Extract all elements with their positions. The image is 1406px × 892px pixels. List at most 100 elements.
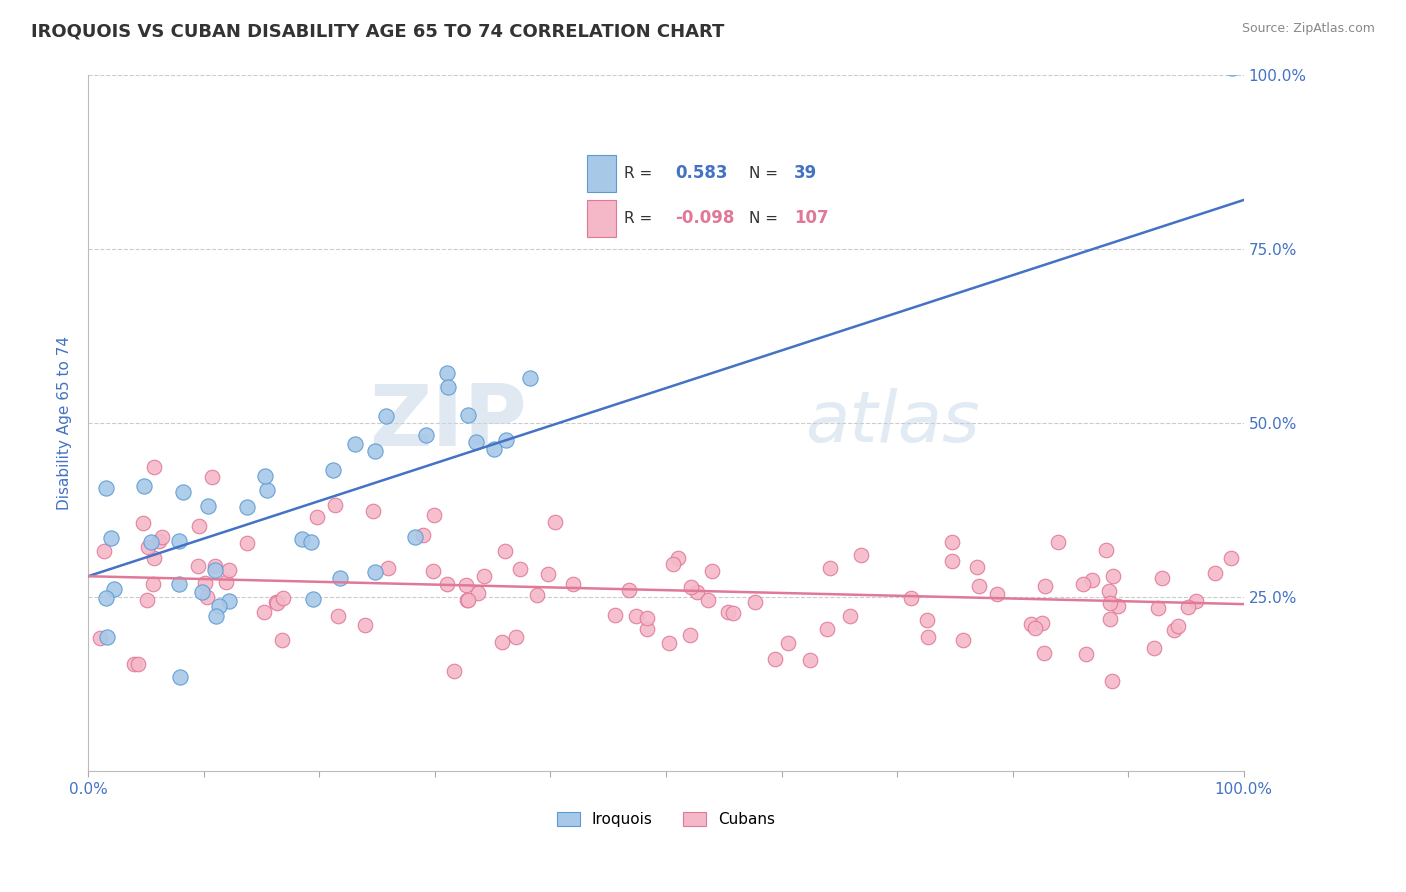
Point xyxy=(329,571,352,585)
Point xyxy=(93,544,115,558)
Point xyxy=(915,613,938,627)
Point xyxy=(969,579,991,593)
Point xyxy=(763,652,786,666)
Point xyxy=(96,630,118,644)
Point xyxy=(626,609,648,624)
Point xyxy=(1167,619,1189,633)
Point xyxy=(197,499,219,513)
Point xyxy=(195,590,218,604)
Point xyxy=(1220,61,1243,75)
Point xyxy=(122,657,145,672)
Point xyxy=(132,516,155,530)
Point xyxy=(1107,599,1129,614)
Point xyxy=(562,577,585,591)
Point xyxy=(169,670,191,684)
Point xyxy=(839,608,862,623)
Point xyxy=(204,559,226,574)
Point xyxy=(1071,577,1094,591)
Point xyxy=(744,594,766,608)
Text: R =: R = xyxy=(624,166,652,181)
Point xyxy=(495,433,517,447)
Point xyxy=(301,592,323,607)
Point xyxy=(142,551,165,566)
Point xyxy=(253,605,276,619)
Legend: Iroquois, Cubans: Iroquois, Cubans xyxy=(551,805,782,833)
Point xyxy=(191,585,214,599)
Point xyxy=(236,536,259,550)
Point xyxy=(323,498,346,512)
Point xyxy=(343,436,366,450)
Point xyxy=(686,585,709,599)
Point xyxy=(941,554,963,568)
Text: 107: 107 xyxy=(794,210,830,227)
Point xyxy=(917,630,939,644)
Point xyxy=(100,531,122,545)
Point xyxy=(1150,571,1173,585)
Point xyxy=(364,443,387,458)
Point xyxy=(353,617,375,632)
Point xyxy=(1177,600,1199,615)
Point xyxy=(143,459,166,474)
Point xyxy=(208,599,231,613)
Point xyxy=(457,408,479,422)
Text: IROQUOIS VS CUBAN DISABILITY AGE 65 TO 74 CORRELATION CHART: IROQUOIS VS CUBAN DISABILITY AGE 65 TO 7… xyxy=(31,22,724,40)
Point xyxy=(482,442,505,457)
Point xyxy=(96,481,118,495)
Point xyxy=(236,500,259,515)
Point xyxy=(519,371,541,385)
Point xyxy=(679,580,702,594)
Point xyxy=(136,592,159,607)
Bar xyxy=(588,200,616,236)
Point xyxy=(526,588,548,602)
Point xyxy=(361,504,384,518)
Point xyxy=(150,530,173,544)
Point xyxy=(305,509,328,524)
Point xyxy=(415,428,437,442)
Point xyxy=(457,593,479,607)
Point xyxy=(404,530,426,544)
Point xyxy=(436,366,458,380)
Text: 0.583: 0.583 xyxy=(675,164,728,182)
Point xyxy=(900,591,922,606)
Point xyxy=(456,578,478,592)
Point xyxy=(437,380,460,394)
Point xyxy=(218,563,240,577)
Point xyxy=(658,636,681,650)
Point xyxy=(1031,615,1053,630)
Point xyxy=(1163,624,1185,638)
Point xyxy=(1095,543,1118,558)
Point xyxy=(423,508,446,522)
Point xyxy=(465,435,488,450)
Text: N =: N = xyxy=(749,211,778,226)
Point xyxy=(142,577,165,591)
Point xyxy=(1076,647,1098,661)
Point xyxy=(322,463,344,477)
Text: N =: N = xyxy=(749,166,778,181)
Point xyxy=(544,515,567,529)
Point xyxy=(494,544,516,558)
Point xyxy=(679,628,702,642)
Point xyxy=(436,577,458,591)
Y-axis label: Disability Age 65 to 74: Disability Age 65 to 74 xyxy=(58,336,72,510)
Point xyxy=(537,566,560,581)
Text: Source: ZipAtlas.com: Source: ZipAtlas.com xyxy=(1241,22,1375,36)
Point xyxy=(509,562,531,576)
Point xyxy=(169,576,191,591)
Point xyxy=(1143,641,1166,656)
Point xyxy=(505,630,527,644)
Point xyxy=(1220,550,1243,565)
Point xyxy=(1098,612,1121,626)
Point xyxy=(636,611,658,625)
Point xyxy=(89,631,111,645)
Point xyxy=(364,565,387,579)
Point xyxy=(214,574,236,589)
Point xyxy=(1098,583,1121,598)
Point xyxy=(1033,579,1056,593)
Point xyxy=(952,633,974,648)
Point xyxy=(799,653,821,667)
Point xyxy=(851,548,873,562)
Point xyxy=(1101,673,1123,688)
Point xyxy=(201,469,224,483)
Point xyxy=(136,540,159,554)
Point xyxy=(661,558,683,572)
